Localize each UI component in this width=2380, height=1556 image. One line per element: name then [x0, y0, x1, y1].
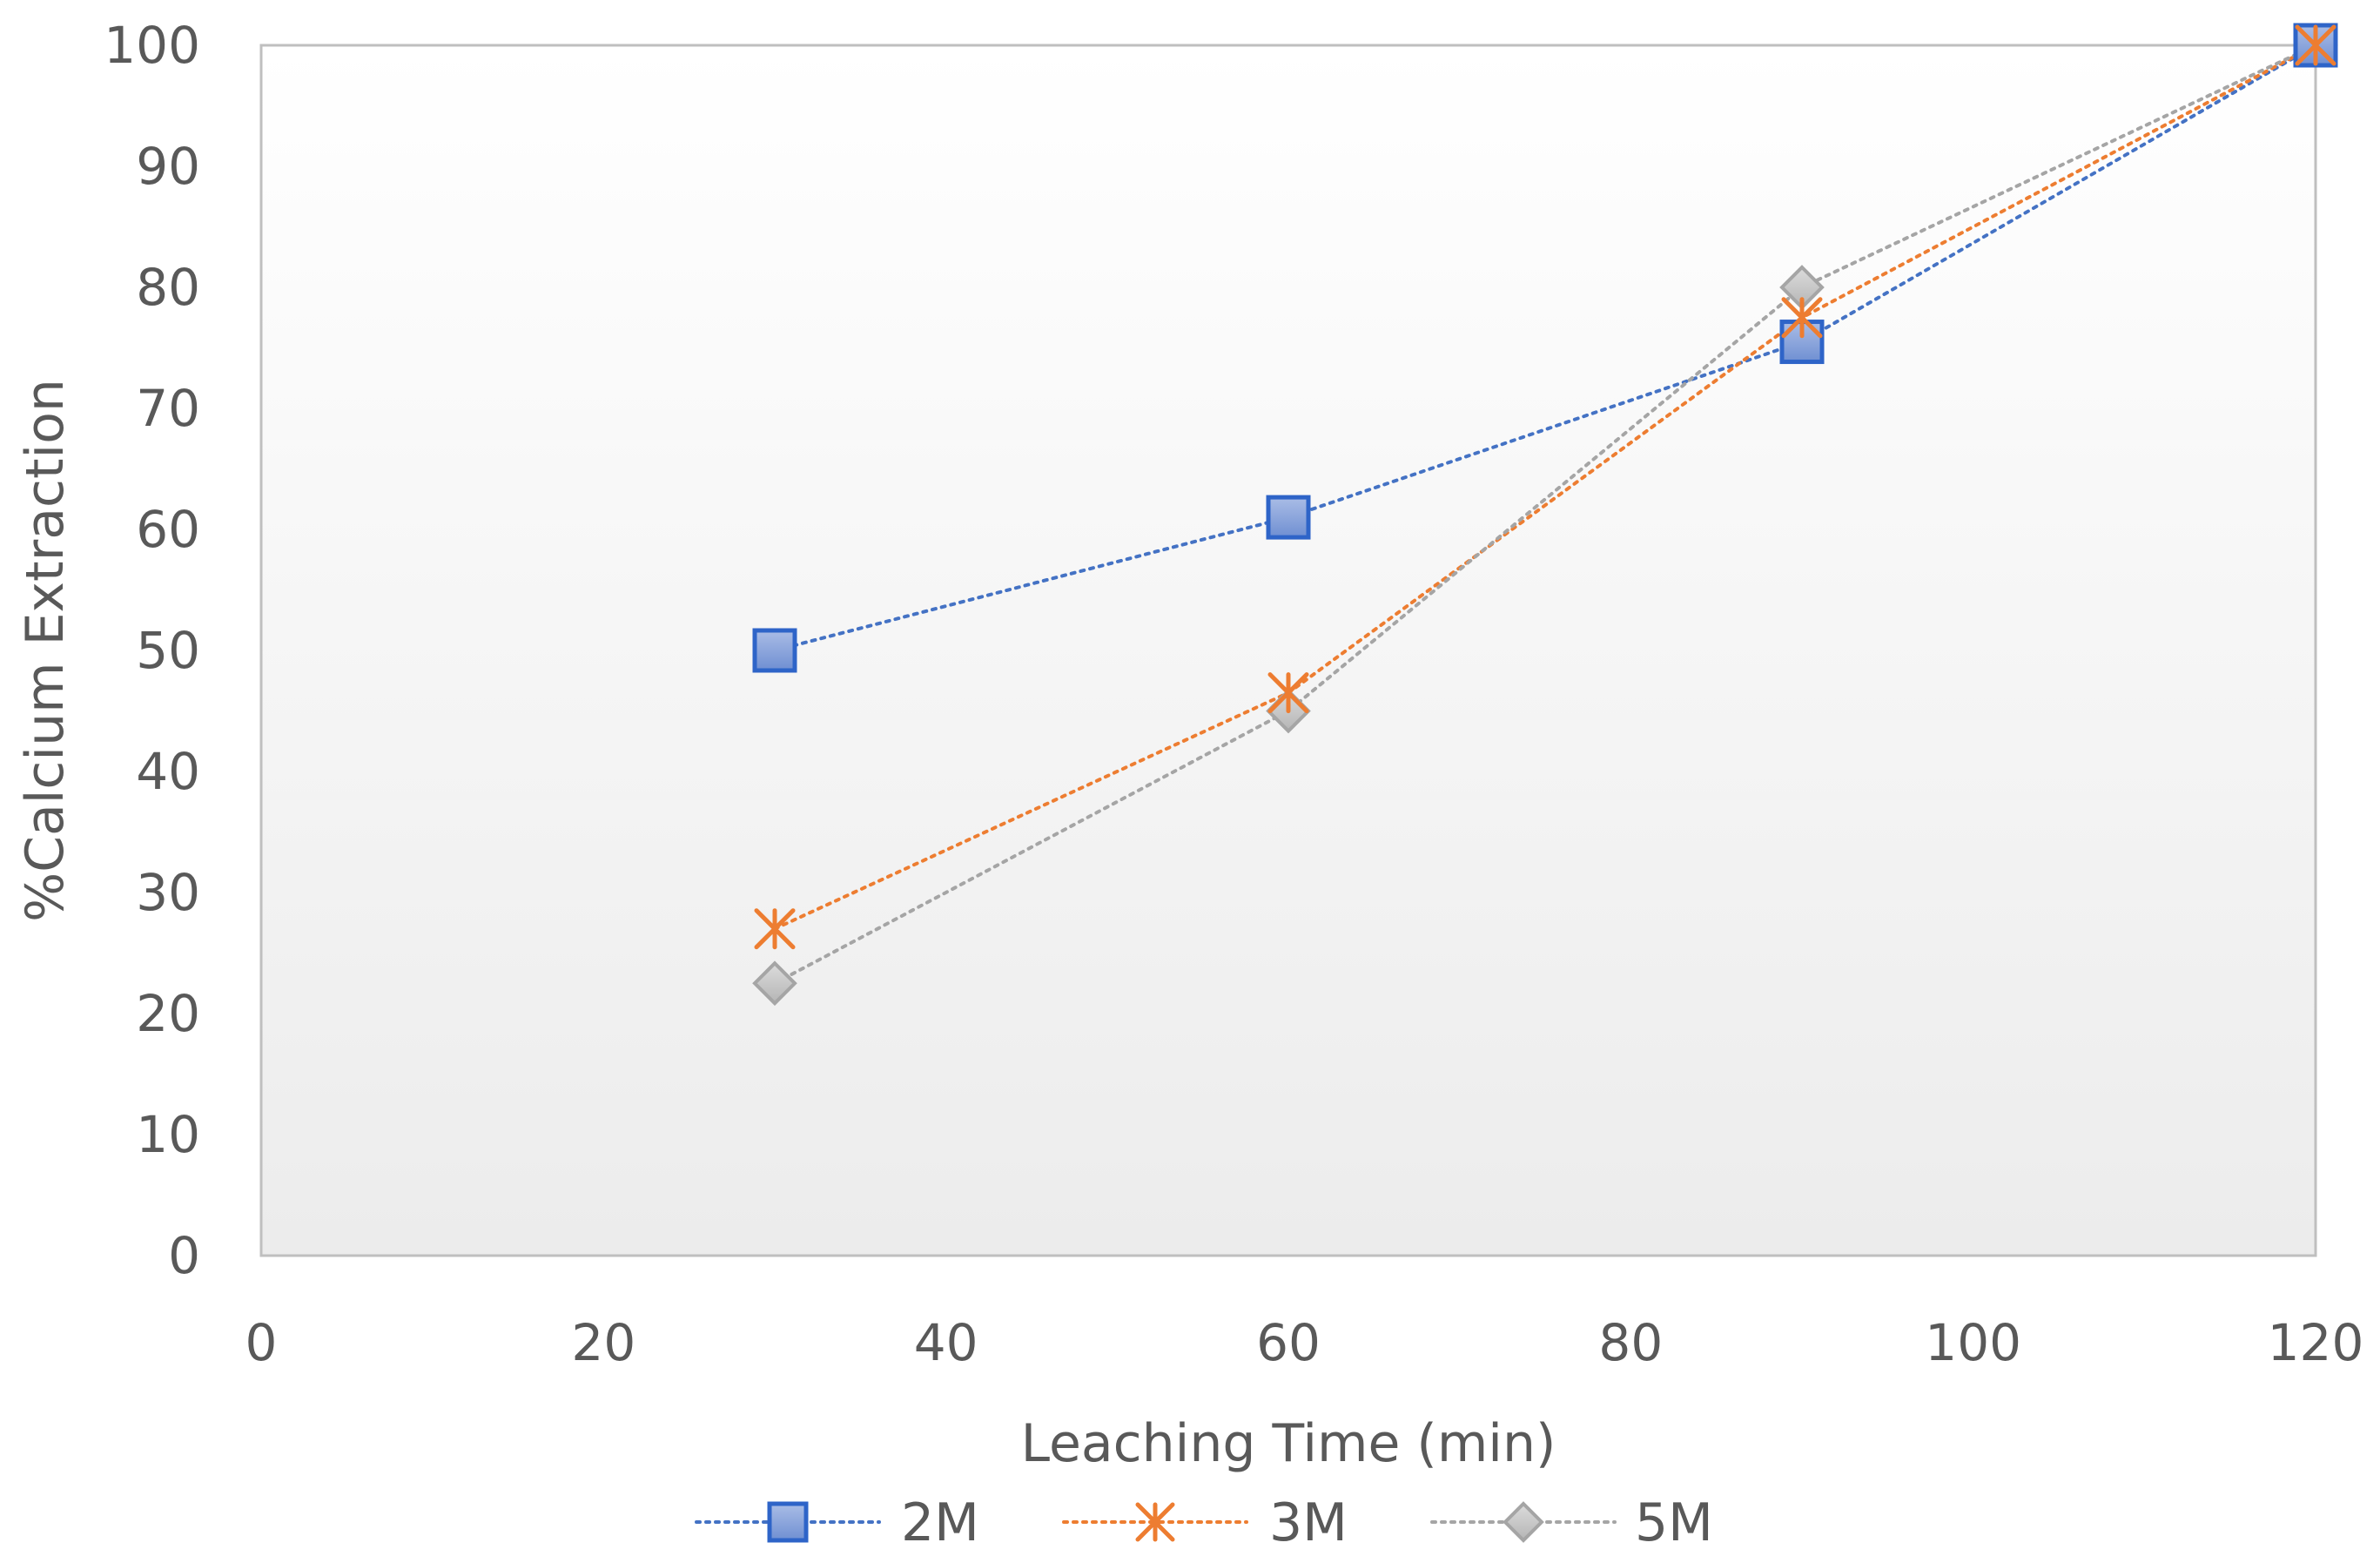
legend-label: 5M — [1635, 1492, 1713, 1553]
y-tick-label: 10 — [136, 1105, 200, 1164]
legend-marker — [767, 1501, 809, 1543]
y-axis-ticks: 0 10 20 30 40 50 60 70 80 90 100 — [104, 16, 200, 1285]
x-tick-label: 0 — [245, 1313, 278, 1372]
y-tick-label: 100 — [104, 16, 200, 75]
legend-label: 3M — [1269, 1492, 1348, 1553]
x-tick-label: 40 — [914, 1313, 978, 1372]
series-line-3M — [773, 44, 2317, 931]
data-point-2M — [1266, 495, 1311, 540]
y-tick-label: 70 — [136, 379, 200, 438]
data-point-3M — [2295, 24, 2336, 66]
x-axis-ticks: 0 20 40 60 80 100 120 — [245, 1313, 2364, 1372]
y-tick-label: 40 — [136, 742, 200, 801]
y-tick-label: 30 — [136, 863, 200, 922]
x-axis-title: Leaching Time (min) — [1021, 1413, 1556, 1474]
plot-area — [259, 44, 2317, 1257]
x-tick-label: 120 — [2268, 1313, 2364, 1372]
y-tick-label: 50 — [136, 621, 200, 680]
x-tick-label: 100 — [1925, 1313, 2021, 1372]
series-line-5M — [773, 44, 2317, 986]
legend-item-3M: 3M — [1062, 1492, 1348, 1553]
legend: 2M 3M 5M — [695, 1492, 1713, 1553]
data-point-3M — [754, 908, 796, 950]
legend-marker — [1503, 1501, 1544, 1543]
x-tick-label: 20 — [571, 1313, 635, 1372]
series-lines — [773, 44, 2317, 986]
data-point-3M — [1267, 672, 1309, 714]
y-axis-title: %Calcium Extraction — [15, 379, 76, 922]
y-tick-label: 90 — [136, 137, 200, 196]
legend-label: 2M — [901, 1492, 979, 1553]
legend-marker — [1135, 1502, 1175, 1542]
legend-item-2M: 2M — [695, 1492, 979, 1553]
y-tick-label: 60 — [136, 500, 200, 559]
x-tick-label: 60 — [1256, 1313, 1321, 1372]
y-tick-label: 80 — [136, 258, 200, 317]
y-tick-label: 20 — [136, 984, 200, 1043]
data-point-5M — [752, 960, 797, 1007]
x-tick-label: 80 — [1598, 1313, 1663, 1372]
data-point-3M — [1781, 297, 1823, 339]
series-markers — [752, 23, 2338, 1007]
y-tick-label: 0 — [168, 1226, 200, 1285]
legend-item-5M: 5M — [1430, 1492, 1713, 1553]
data-point-2M — [752, 628, 797, 673]
series-line-2M — [773, 44, 2317, 652]
